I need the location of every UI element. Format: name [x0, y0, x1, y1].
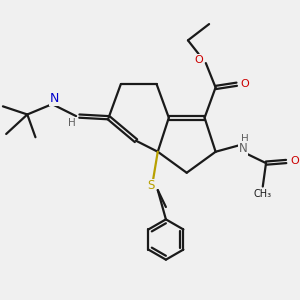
Text: O: O [194, 55, 203, 65]
Text: O: O [290, 157, 299, 166]
Text: S: S [148, 179, 155, 192]
Text: CH₃: CH₃ [254, 189, 272, 199]
Text: O: O [241, 79, 249, 89]
Text: H: H [241, 134, 249, 144]
Text: H: H [68, 118, 76, 128]
Text: N: N [239, 142, 248, 155]
Text: N: N [49, 92, 59, 105]
